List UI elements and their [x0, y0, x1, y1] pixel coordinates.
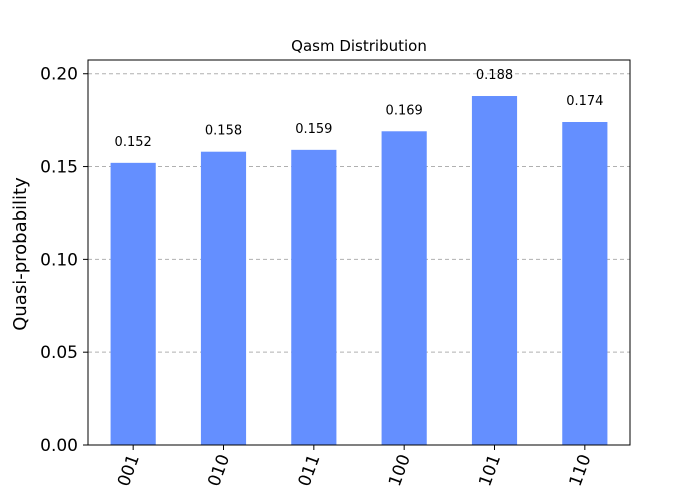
y-tick-label: 0.10: [40, 250, 78, 270]
bar-001: [110, 162, 156, 446]
y-tick-label: 0.15: [40, 158, 78, 178]
x-tick-label-011: 011: [295, 452, 325, 489]
bar-101: [471, 96, 518, 445]
data-label-110: 0.174: [566, 94, 603, 109]
y-tick-label: 0.05: [40, 343, 78, 363]
x-axis-ticks: 001 010 011 100 101 110: [114, 445, 596, 489]
chart-title: Qasm Distribution: [291, 37, 427, 55]
bars: [110, 96, 608, 446]
x-tick-label-001: 001: [114, 452, 144, 489]
grid-lines: [88, 73, 630, 353]
data-label-100: 0.169: [386, 103, 423, 118]
x-tick-label-010: 010: [204, 452, 234, 489]
plot-area: [88, 60, 630, 445]
data-label-101: 0.188: [476, 68, 513, 83]
bar-100: [381, 131, 427, 446]
bar-010: [200, 151, 247, 445]
data-labels: 0.152 0.158 0.159 0.169 0.188 0.174: [115, 68, 604, 150]
x-tick-label-101: 101: [475, 452, 505, 489]
y-tick-label: 0.00: [40, 436, 78, 456]
plot-frame: [87, 59, 631, 446]
data-label-010: 0.158: [205, 124, 242, 139]
bar-011: [291, 149, 337, 445]
y-axis-label: Quasi-probability: [10, 177, 31, 331]
y-axis-ticks: 0.00 0.05 0.10 0.15 0.20: [40, 65, 88, 456]
y-tick-label: 0.20: [40, 65, 78, 85]
x-tick-label-110: 110: [566, 452, 596, 489]
bar-110: [562, 122, 608, 445]
data-label-011: 0.159: [295, 122, 332, 137]
data-label-001: 0.152: [115, 135, 152, 150]
x-tick-label-100: 100: [385, 452, 415, 489]
